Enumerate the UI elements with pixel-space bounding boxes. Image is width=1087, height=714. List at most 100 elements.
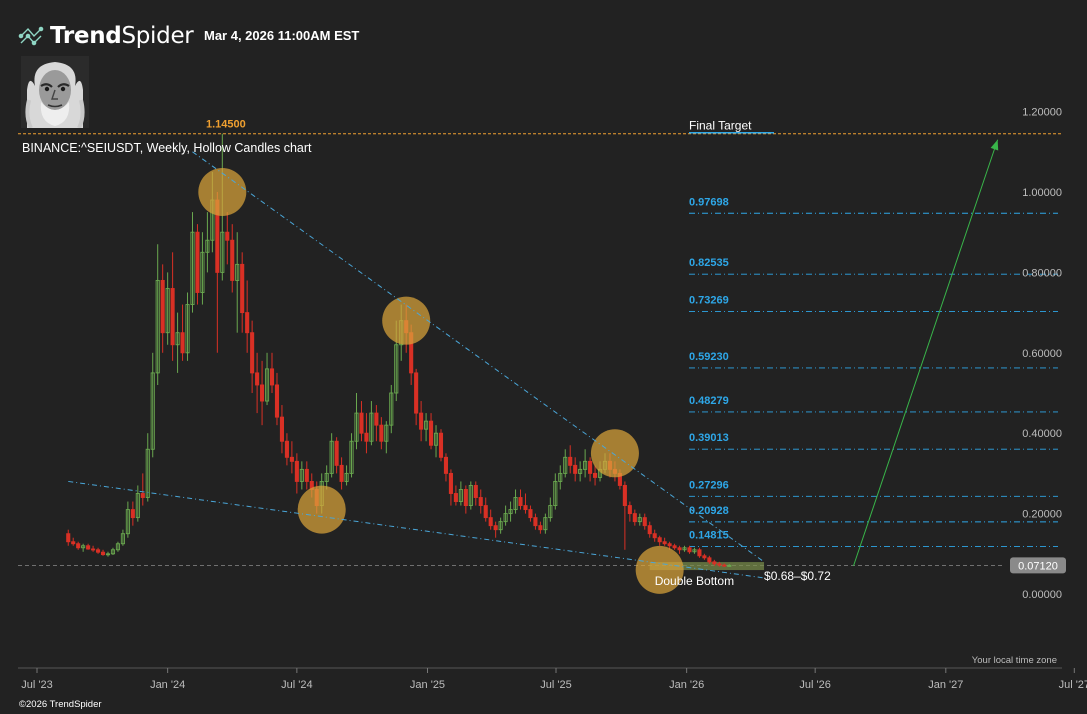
candle-body: [632, 513, 637, 523]
candle-body: [235, 263, 240, 281]
x-tick-label: Jan '26: [669, 679, 704, 691]
candle-body: [369, 412, 374, 442]
candle-body: [712, 561, 717, 565]
candle-body: [105, 553, 111, 556]
copyright: ©2026 TrendSpider: [19, 699, 102, 710]
candle-body: [463, 489, 468, 507]
candle-body: [294, 460, 299, 482]
x-tick-label: Jan '24: [150, 679, 185, 691]
candle-body: [533, 517, 538, 527]
candle-body: [563, 456, 568, 474]
x-tick-label: Jul '23: [21, 679, 52, 691]
candle-body: [120, 533, 125, 545]
candle-body: [583, 460, 588, 470]
candle-body: [573, 464, 578, 474]
x-tick-label: Jan '27: [928, 679, 963, 691]
y-tick-label: 1.20000: [1022, 107, 1062, 119]
candle-body: [150, 372, 155, 450]
candle-body: [627, 505, 632, 515]
candle-body: [493, 525, 498, 531]
candle-body: [220, 231, 225, 273]
candle-body: [433, 432, 439, 446]
candle-body: [672, 545, 677, 549]
candle-body: [344, 472, 349, 482]
candle-body: [359, 412, 364, 434]
candle-body: [593, 472, 598, 478]
candle-body: [339, 464, 344, 482]
trendlines: [68, 139, 999, 579]
candle-body: [429, 420, 434, 446]
candle-body: [568, 456, 573, 466]
candle-body: [468, 485, 473, 507]
support-zone-label: $0.68–$0.72: [764, 569, 831, 583]
candle-body: [110, 549, 116, 555]
final-target-value: 1.14500: [206, 119, 246, 131]
x-tick-label: Jul '25: [540, 679, 571, 691]
candle-body: [160, 279, 165, 334]
pivot-marker: [635, 545, 684, 594]
candle-body: [707, 557, 712, 563]
candle-body: [175, 332, 180, 346]
candle-body: [543, 517, 548, 531]
candle-body: [76, 543, 81, 549]
candle-body: [478, 497, 483, 507]
chart-labels: 1.14500 Final Target $0.68–$0.72 Double Bot…: [206, 119, 831, 588]
axes: 0.00000 0.20000 0.40000 0.60000 0.80000 1.000…: [18, 107, 1087, 691]
candle-body: [424, 420, 429, 430]
candle-body: [200, 251, 205, 293]
candle-body: [682, 547, 687, 551]
fib-label: 0.14815: [689, 529, 729, 541]
brand-name: TrendSpider: [50, 23, 194, 49]
candle-body: [240, 263, 245, 314]
y-tick-label: 1.00000: [1022, 187, 1062, 199]
candle-body: [518, 497, 523, 507]
y-tick-label: 0.00000: [1022, 589, 1062, 601]
candle-body: [384, 424, 389, 442]
candles: [66, 133, 732, 568]
candle-body: [702, 555, 707, 559]
candle-body: [419, 412, 424, 430]
x-tick-label: Jul '24: [281, 679, 312, 691]
candle-body: [299, 468, 304, 482]
candle-body: [448, 472, 453, 494]
candle-body: [642, 517, 647, 527]
candle-body: [553, 480, 558, 507]
candle-body: [677, 547, 682, 551]
candle-body: [140, 493, 145, 498]
avatar: [21, 56, 89, 128]
candle-body: [692, 549, 697, 553]
candle-body: [115, 543, 120, 551]
candle-body: [667, 543, 672, 547]
trendspider-logo-icon: [18, 26, 44, 46]
candle-body: [86, 545, 91, 550]
candle-body: [91, 548, 96, 551]
candle-body: [264, 368, 270, 402]
candle-body: [170, 288, 175, 346]
candle-body: [66, 533, 71, 543]
candle-body: [528, 509, 533, 519]
candle-body: [205, 239, 210, 253]
candle-body: [647, 525, 652, 535]
candle-body: [274, 384, 280, 418]
pivot-marker: [297, 485, 346, 534]
candle-body: [135, 493, 140, 519]
candle-body: [190, 231, 195, 306]
symbol-label: BINANCE:^SEIUSDT, Weekly, Hollow Candles…: [22, 141, 312, 155]
pivot-markers: [198, 168, 684, 594]
candle-body: [329, 440, 334, 474]
fib-label: 0.20928: [689, 505, 729, 517]
candle-body: [155, 279, 160, 374]
candle-body: [374, 412, 379, 426]
candle-body: [180, 332, 185, 354]
fib-label: 0.27296: [689, 479, 729, 491]
fib-label: 0.39013: [689, 432, 729, 444]
candle-body: [125, 509, 130, 535]
fib-label: 0.48279: [689, 395, 729, 407]
y-tick-label: 0.80000: [1022, 267, 1062, 279]
pivot-marker: [382, 296, 431, 345]
candle-body: [657, 537, 662, 543]
candle-body: [349, 440, 354, 474]
candle-body: [165, 288, 170, 334]
y-tick-label: 0.40000: [1022, 428, 1062, 440]
